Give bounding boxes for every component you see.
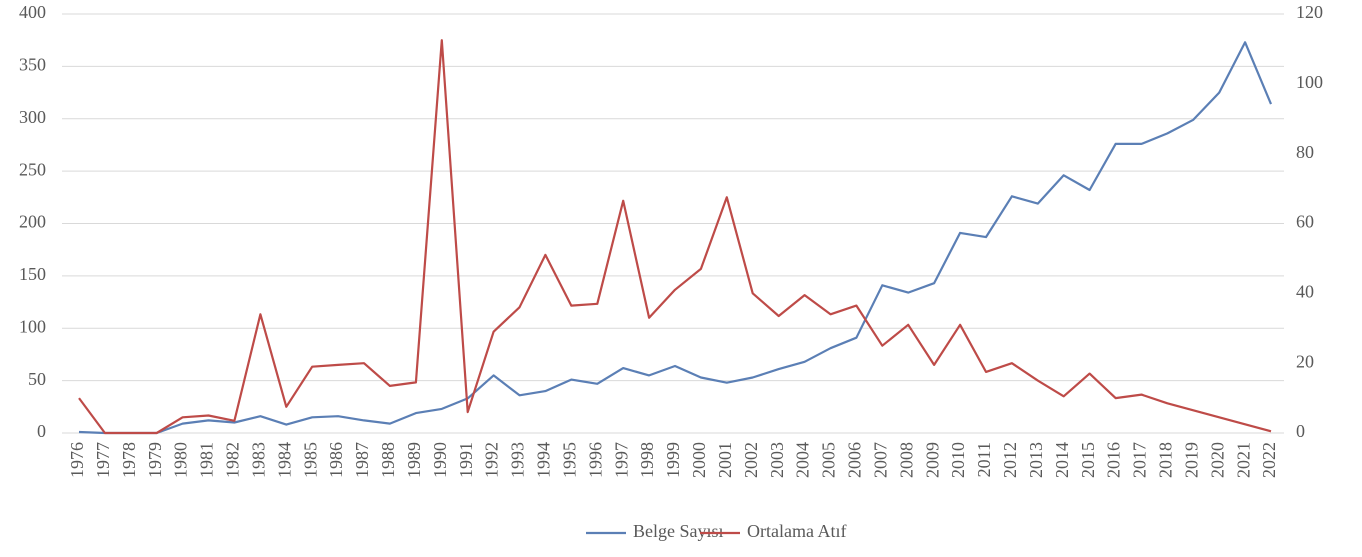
x-tick-label: 2011 xyxy=(974,442,994,477)
y-tick-label: 350 xyxy=(19,55,46,75)
x-tick-label: 1991 xyxy=(456,442,476,478)
x-tick-label: 1990 xyxy=(430,442,450,478)
x-tick-label: 2018 xyxy=(1156,442,1176,478)
x-tick-label: 2016 xyxy=(1104,442,1124,478)
x-tick-label: 1980 xyxy=(171,442,191,478)
y-tick-label: 200 xyxy=(19,212,46,232)
x-tick-label: 1987 xyxy=(352,442,372,478)
x-tick-label: 2014 xyxy=(1052,442,1072,478)
x-tick-label: 2001 xyxy=(715,442,735,478)
y-tick-label: 400 xyxy=(19,2,46,22)
x-tick-label: 1994 xyxy=(534,442,554,478)
y2-tick-label: 100 xyxy=(1296,72,1323,92)
x-tick-label: 1996 xyxy=(585,442,605,478)
y2-tick-label: 60 xyxy=(1296,212,1314,232)
x-tick-label: 2005 xyxy=(819,442,839,478)
x-tick-label: 2019 xyxy=(1181,442,1201,478)
legend-label: Belge Sayısı xyxy=(633,521,724,541)
y2-tick-label: 120 xyxy=(1296,2,1323,22)
y-tick-label: 150 xyxy=(19,264,46,284)
x-tick-label: 2017 xyxy=(1130,442,1150,478)
x-tick-label: 1989 xyxy=(404,442,424,478)
x-tick-label: 1993 xyxy=(508,442,528,478)
x-tick-label: 1978 xyxy=(119,442,139,478)
x-tick-label: 2012 xyxy=(1000,442,1020,478)
x-tick-label: 2008 xyxy=(896,442,916,478)
x-tick-label: 2006 xyxy=(845,442,865,478)
x-tick-label: 1999 xyxy=(663,442,683,478)
x-tick-label: 1984 xyxy=(274,442,294,478)
x-tick-label: 1986 xyxy=(326,442,346,478)
y-tick-label: 0 xyxy=(37,421,46,441)
x-tick-label: 2021 xyxy=(1233,442,1253,478)
x-tick-label: 2007 xyxy=(870,442,890,478)
x-tick-label: 2020 xyxy=(1207,442,1227,478)
y-tick-label: 50 xyxy=(28,369,46,389)
x-tick-label: 2003 xyxy=(767,442,787,478)
y2-tick-label: 40 xyxy=(1296,281,1314,301)
y-tick-label: 300 xyxy=(19,107,46,127)
x-tick-label: 1992 xyxy=(482,442,502,478)
x-tick-label: 2022 xyxy=(1259,442,1279,478)
x-tick-label: 1998 xyxy=(637,442,657,478)
x-tick-label: 1977 xyxy=(93,442,113,478)
y-tick-label: 100 xyxy=(19,316,46,336)
x-tick-label: 1997 xyxy=(611,442,631,478)
y2-tick-label: 20 xyxy=(1296,351,1314,371)
x-tick-label: 2009 xyxy=(922,442,942,478)
x-tick-label: 2010 xyxy=(948,442,968,478)
legend-label: Ortalama Atıf xyxy=(747,521,846,541)
series-line xyxy=(78,41,1273,435)
x-tick-label: 2002 xyxy=(741,442,761,478)
x-tick-label: 1976 xyxy=(67,442,87,478)
x-tick-label: 1979 xyxy=(145,442,165,478)
y2-tick-label: 0 xyxy=(1296,421,1305,441)
x-tick-label: 1988 xyxy=(378,442,398,478)
x-tick-label: 1983 xyxy=(248,442,268,478)
x-tick-label: 1995 xyxy=(559,442,579,478)
y-tick-label: 250 xyxy=(19,159,46,179)
x-tick-label: 2015 xyxy=(1078,442,1098,478)
x-tick-label: 1981 xyxy=(197,442,217,478)
x-tick-label: 2004 xyxy=(793,442,813,478)
x-tick-label: 2000 xyxy=(689,442,709,478)
x-tick-label: 1982 xyxy=(223,442,243,478)
y2-tick-label: 80 xyxy=(1296,142,1314,162)
series-line xyxy=(78,39,1272,435)
x-tick-label: 2013 xyxy=(1026,442,1046,478)
x-tick-label: 1985 xyxy=(300,442,320,478)
